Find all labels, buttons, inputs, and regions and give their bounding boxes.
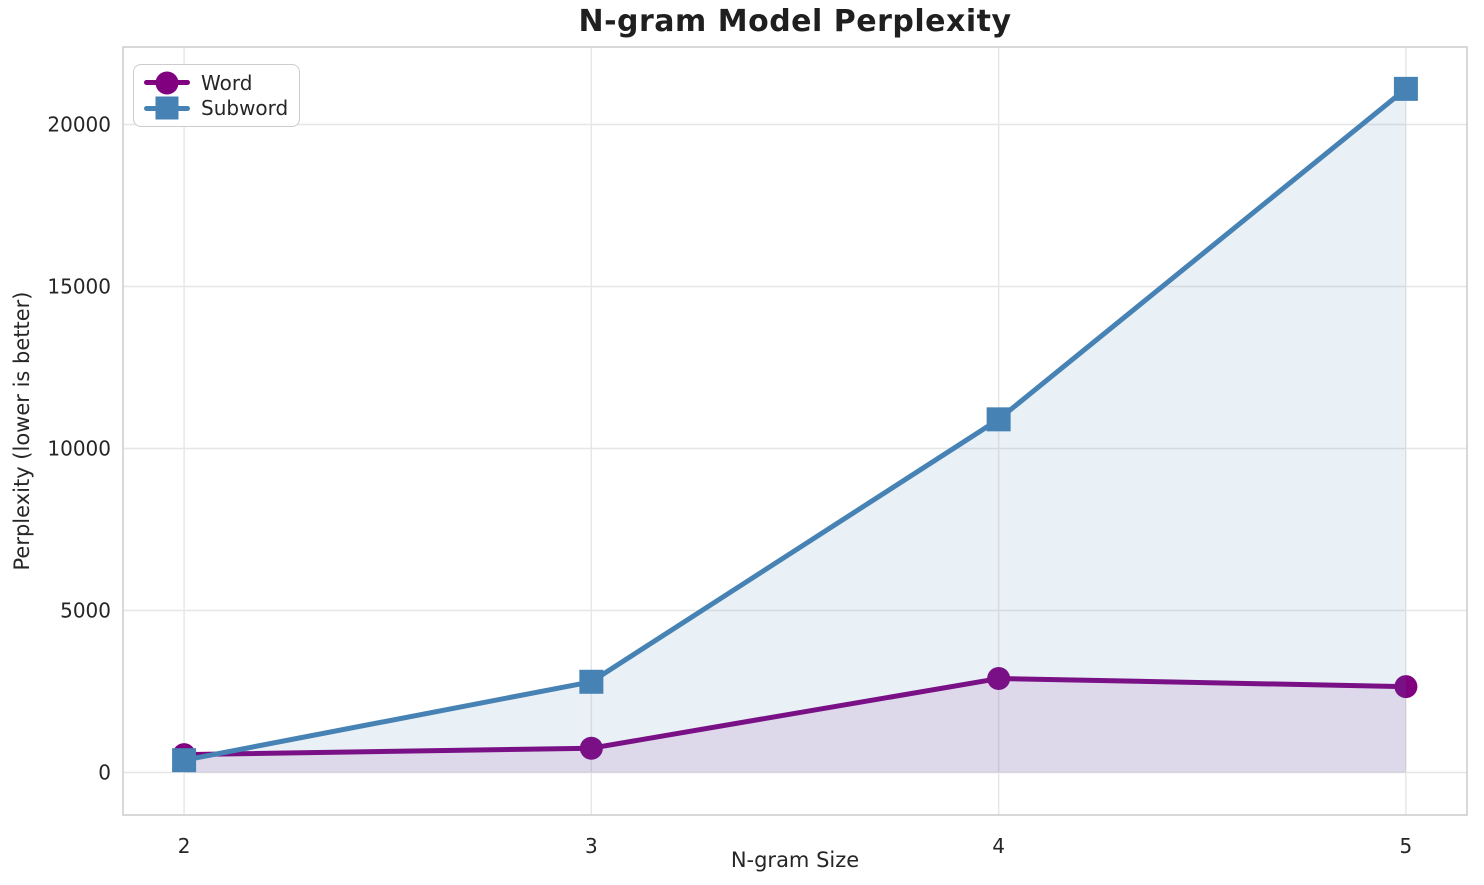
x-tick-label: 2 [178, 834, 191, 858]
x-tick-label: 4 [992, 834, 1005, 858]
legend-label-subword: Subword [201, 96, 289, 121]
x-tick-label: 5 [1400, 834, 1413, 858]
word-circle-marker-icon [144, 71, 190, 95]
legend: Word Subword [133, 64, 300, 127]
x-tick-label: 3 [585, 834, 598, 858]
subword-line [181, 86, 1409, 763]
legend-circle [155, 71, 179, 95]
subword-marker [172, 748, 197, 773]
word-area [184, 678, 1406, 773]
y-tick-label: 0 [98, 760, 111, 784]
legend-item-word: Word [144, 70, 289, 96]
y-tick-label: 15000 [47, 274, 111, 298]
x-axis-label: N-gram Size [730, 848, 860, 872]
legend-square [155, 96, 179, 120]
legend-item-subword: Subword [144, 96, 289, 122]
plot-frame [122, 46, 1468, 816]
y-tick-label: 5000 [60, 598, 111, 622]
word-line [181, 676, 1409, 758]
word-marker [579, 736, 603, 760]
legend-label-word: Word [201, 70, 253, 95]
y-tick-label: 10000 [47, 436, 111, 460]
subword-marker [579, 669, 604, 694]
y-tick-label: 20000 [47, 112, 111, 136]
subword-square-marker-icon [144, 96, 190, 120]
subword-marker [986, 407, 1011, 432]
subword-marker [1393, 76, 1418, 101]
chart-title: N-gram Model Perplexity [578, 4, 1012, 39]
subword-area [184, 88, 1406, 773]
word-marker [987, 667, 1011, 691]
word-marker [1394, 675, 1418, 699]
